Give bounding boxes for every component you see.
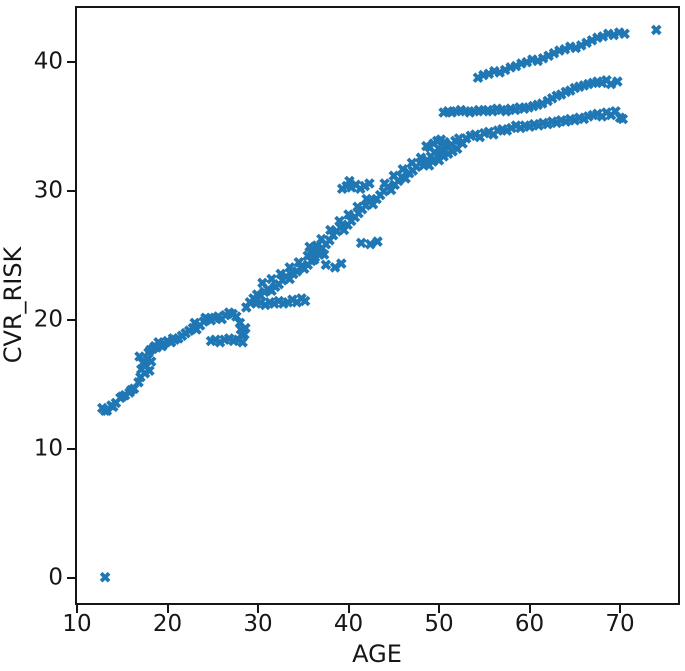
- data-point: [355, 237, 367, 249]
- x-tick-label: 40: [333, 611, 364, 637]
- x-tick: [76, 605, 78, 613]
- data-point: [320, 259, 332, 271]
- x-tick: [438, 605, 441, 613]
- y-tick-label: 40: [33, 48, 63, 75]
- y-tick: [67, 61, 75, 64]
- plot-area: [75, 6, 680, 605]
- y-tick-label: 30: [33, 177, 63, 204]
- y-tick: [67, 190, 75, 193]
- y-tick-label: 20: [33, 306, 63, 333]
- y-tick: [67, 577, 75, 580]
- data-point: [388, 170, 400, 182]
- x-tick: [528, 605, 531, 613]
- x-tick-label: 50: [424, 611, 454, 637]
- x-tick: [257, 605, 260, 613]
- x-tick-label: 60: [514, 611, 545, 637]
- x-tick: [347, 605, 350, 613]
- y-tick: [67, 319, 75, 322]
- x-tick-label: 30: [243, 611, 273, 637]
- x-axis-label: AGE: [352, 640, 402, 668]
- data-point: [99, 571, 111, 583]
- x-tick: [619, 605, 622, 613]
- x-tick: [166, 605, 169, 613]
- x-tick-label: 10: [62, 611, 92, 637]
- data-point: [650, 24, 662, 36]
- data-point: [406, 157, 418, 169]
- y-axis-label: CVR_RISK: [0, 246, 27, 364]
- scatter-points-canvas: [96, 24, 662, 583]
- data-point: [257, 277, 268, 289]
- x-tick-label: 20: [152, 611, 183, 637]
- y-tick-label: 10: [33, 435, 63, 462]
- y-tick: [67, 448, 75, 451]
- x-tick-label: 70: [605, 611, 635, 637]
- y-tick-label: 0: [48, 564, 63, 591]
